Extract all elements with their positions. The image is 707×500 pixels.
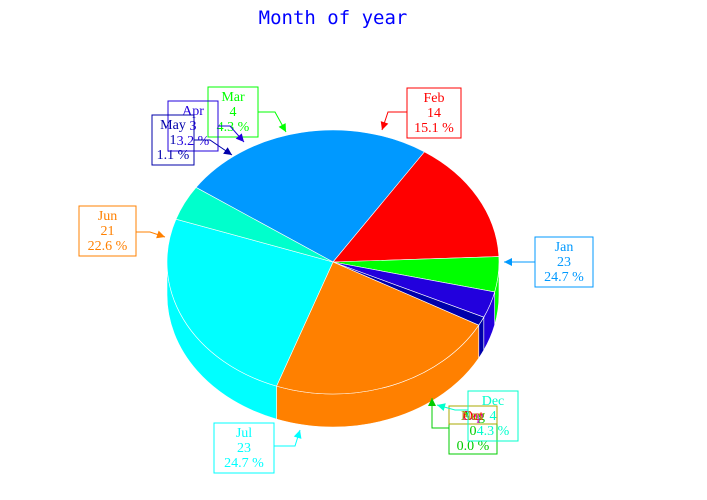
- label-arrowhead: [380, 121, 389, 130]
- label-arrowhead: [437, 403, 446, 411]
- pie-slice-dec: [175, 187, 334, 263]
- label-value: 1: [170, 133, 177, 148]
- label-name: Nov: [461, 409, 485, 424]
- label-box: [78, 205, 137, 257]
- label-leader: [194, 139, 233, 156]
- label-arrowhead: [235, 133, 244, 142]
- label-percent: 24.7 %: [224, 456, 264, 471]
- label-percent: 4.3 %: [217, 120, 250, 135]
- label-leader: [274, 429, 301, 447]
- label-box: [448, 405, 498, 425]
- label-arrowhead: [223, 147, 232, 155]
- pie-slices: [166, 129, 500, 395]
- pie-slice-jan: [195, 129, 425, 263]
- label-leader: [431, 398, 449, 429]
- label-arrowhead: [504, 258, 512, 266]
- label-arrowhead: [156, 230, 165, 239]
- label-box: [467, 390, 519, 442]
- label-value: 4: [490, 409, 497, 424]
- label-percent: 22.6 %: [88, 239, 128, 254]
- label-name: Jun: [98, 209, 117, 224]
- label-name: Mar: [221, 90, 245, 105]
- label-value: 23: [237, 441, 251, 456]
- chart-title: Month of year: [259, 7, 408, 29]
- pie-slice-jun: [276, 261, 480, 395]
- slice-label-nov: Nov: [448, 405, 498, 425]
- label-name: May: [160, 118, 186, 133]
- label-value: 0: [470, 424, 477, 439]
- label-value: 3: [190, 119, 197, 134]
- pie-sides: [166, 261, 500, 428]
- label-box: [213, 422, 275, 474]
- label-percent: 24.7 %: [544, 270, 584, 285]
- label-box: [406, 87, 462, 139]
- pie-slice-jul: [166, 218, 334, 387]
- label-name: Aug: [461, 409, 485, 424]
- label-value: 4: [230, 105, 237, 120]
- label-percent: 3.2 %: [177, 134, 210, 149]
- label-name: Apr: [182, 104, 204, 119]
- label-percent: 4.3 %: [477, 424, 510, 439]
- pie-slice-feb: [332, 151, 500, 263]
- label-name: Dec: [482, 394, 505, 409]
- label-value: 21: [101, 224, 115, 239]
- label-name: Feb: [424, 91, 445, 106]
- label-arrowhead: [278, 123, 286, 132]
- label-value: 14: [427, 106, 441, 121]
- label-name: Jan: [555, 240, 574, 255]
- label-name: Jul: [236, 426, 252, 441]
- label-percent: 1.1 %: [157, 148, 190, 163]
- label-arrowhead: [293, 430, 302, 439]
- label-value: 23: [557, 255, 571, 270]
- label-leader: [381, 111, 407, 131]
- label-percent: 0.0 %: [457, 439, 490, 454]
- label-percent: 15.1 %: [414, 121, 454, 136]
- label-arrowhead: [428, 398, 436, 406]
